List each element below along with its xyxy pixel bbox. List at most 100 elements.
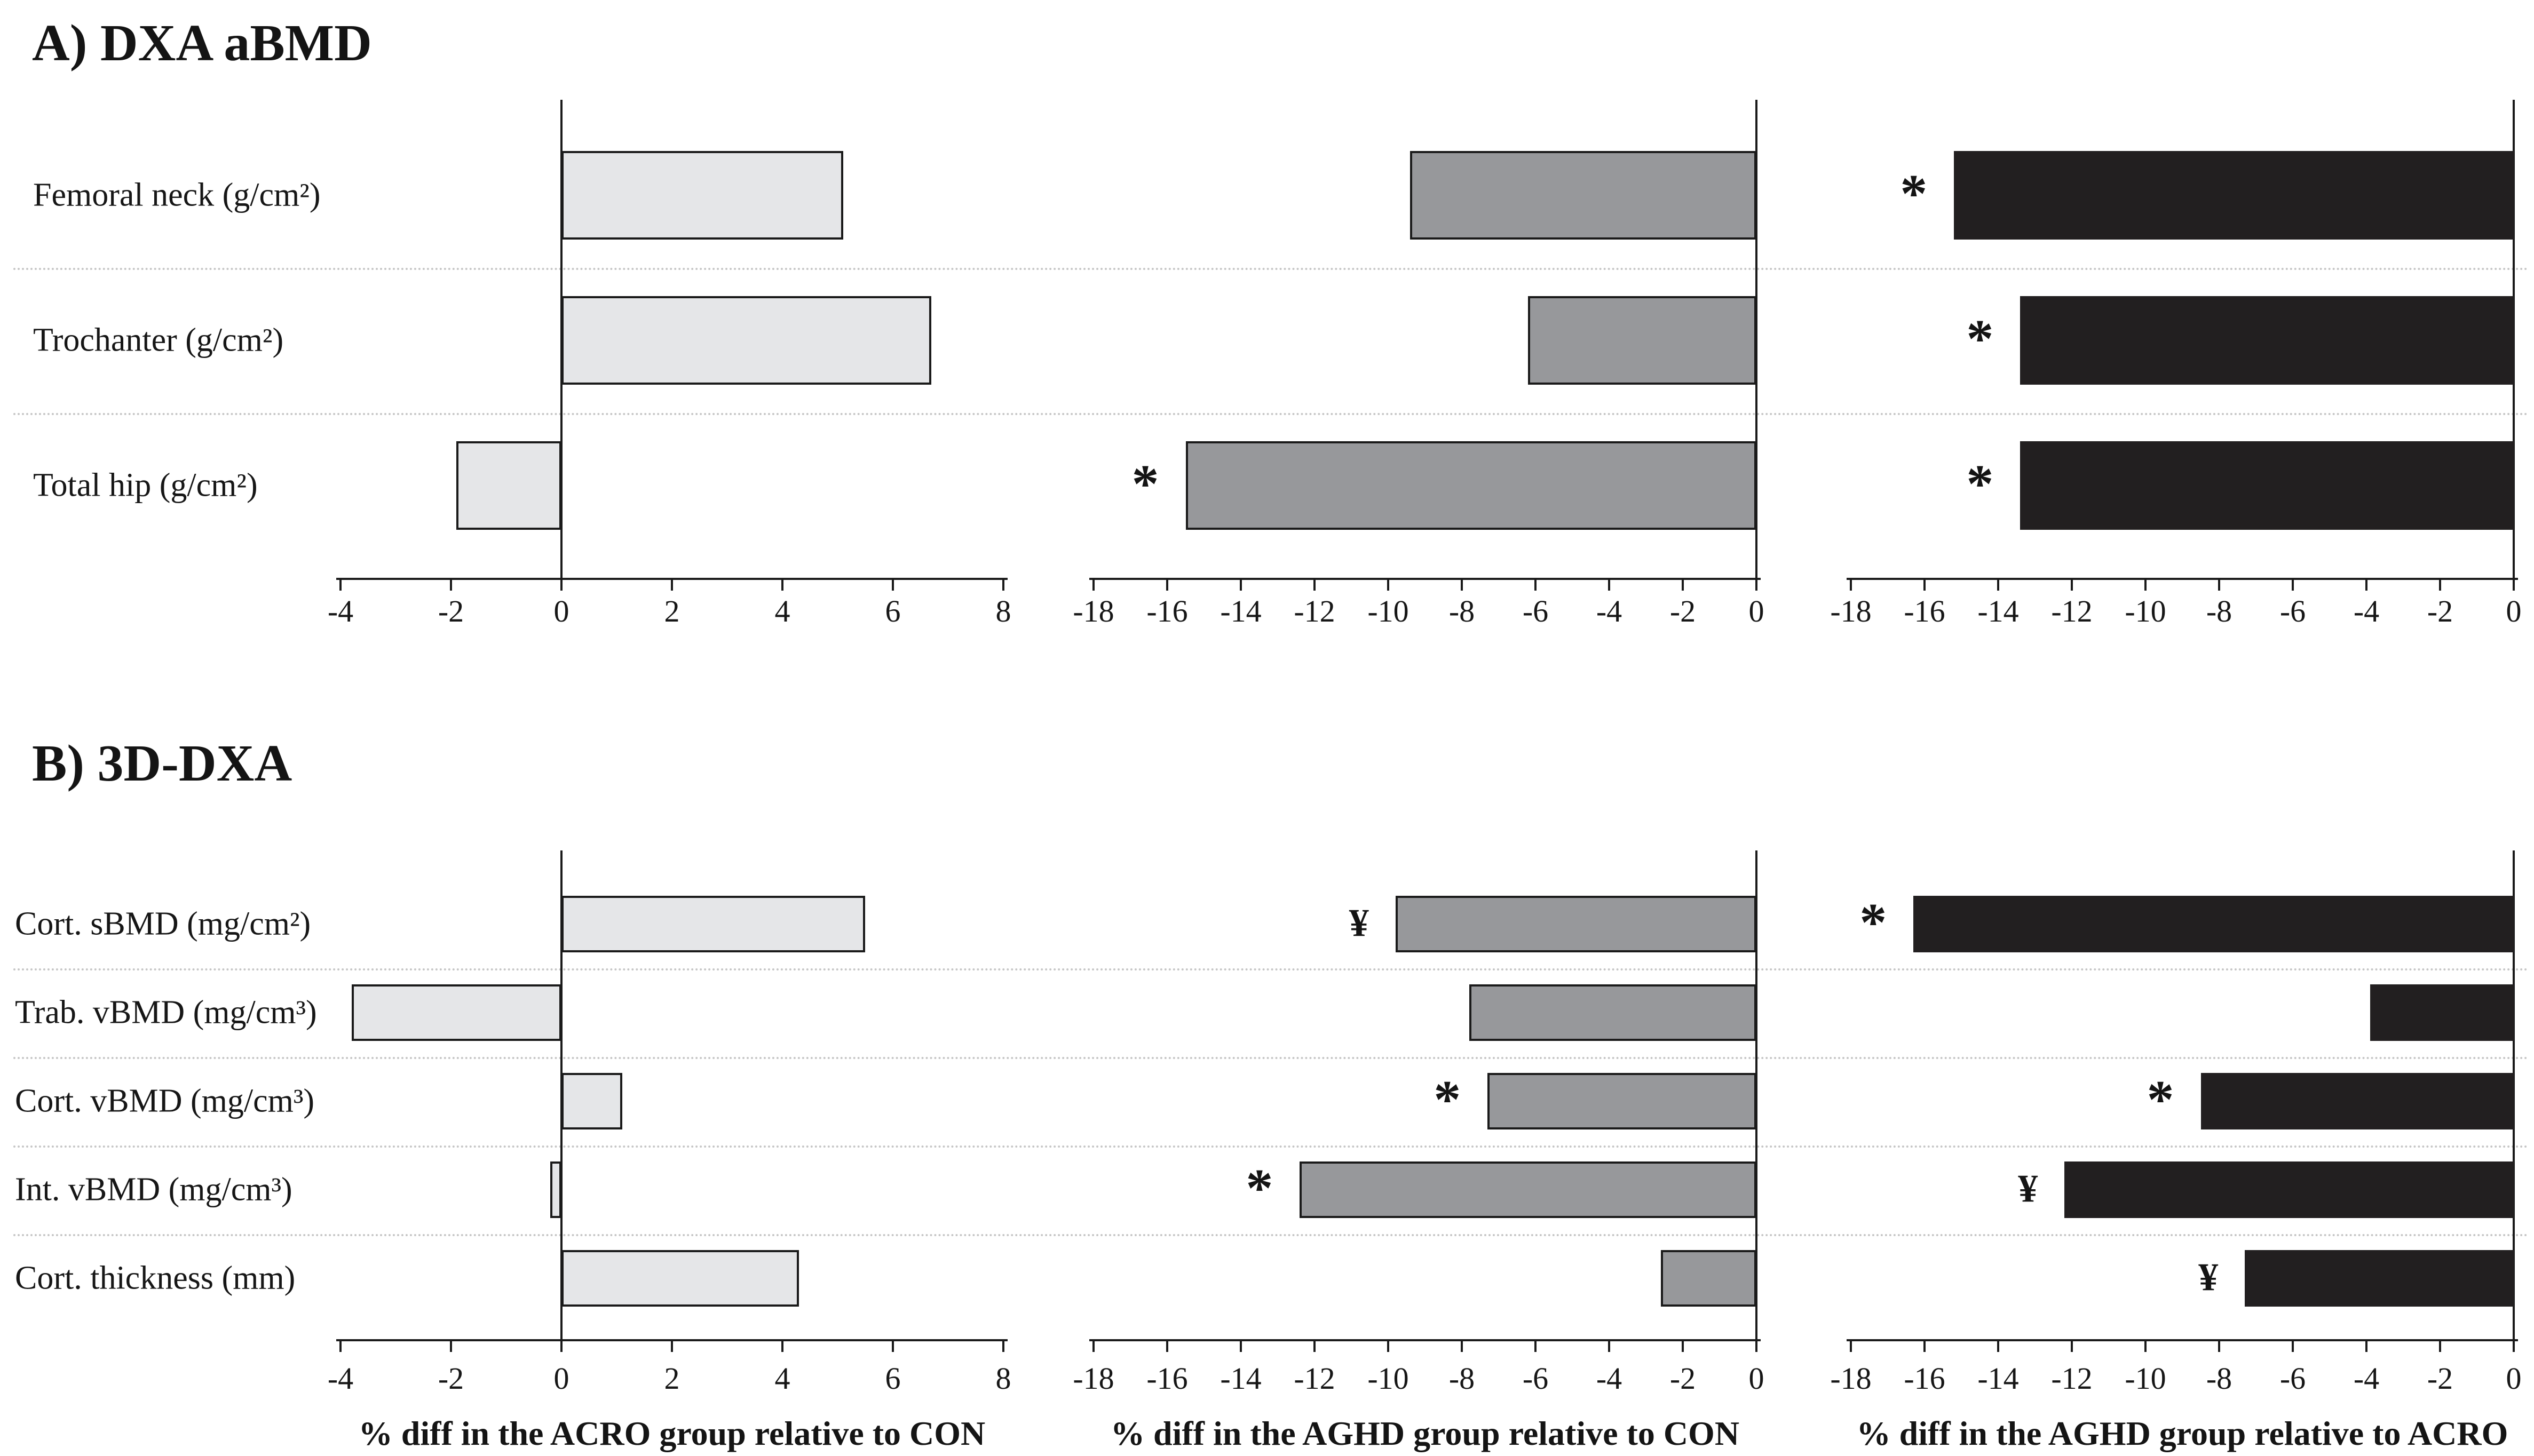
category-label: Femoral neck (g/cm²) <box>33 177 321 213</box>
axis-tick-label: -4 <box>1596 594 1622 628</box>
bar <box>2370 984 2514 1041</box>
significance-marker: ¥ <box>2018 1167 2038 1211</box>
bar <box>561 1250 799 1307</box>
bar <box>2020 441 2514 530</box>
significance-marker: * <box>1966 453 1994 514</box>
bar <box>1395 896 1756 952</box>
category-label: Total hip (g/cm²) <box>33 467 258 504</box>
axis-tick-mark <box>1166 579 1168 591</box>
x-axis-line <box>1847 578 2518 580</box>
axis-tick-mark <box>1461 579 1463 591</box>
zero-axis-line <box>1755 100 1757 579</box>
bar <box>456 441 561 530</box>
bar <box>1300 1161 1756 1218</box>
axis-tick-label: -12 <box>2051 1361 2093 1396</box>
row-separator-line <box>13 968 2530 970</box>
bar <box>561 896 866 952</box>
axis-tick-mark <box>2439 579 2441 591</box>
axis-tick-label: 8 <box>995 594 1011 628</box>
axis-tick-label: 0 <box>1748 594 1764 628</box>
bar <box>1954 151 2514 240</box>
axis-tick-mark <box>1002 1340 1004 1352</box>
axis-tick-label: 6 <box>885 1361 901 1396</box>
axis-tick-label: -16 <box>1146 1361 1188 1396</box>
category-label: Cort. vBMD (mg/cm³) <box>15 1083 315 1119</box>
axis-tick-label: -2 <box>1669 1361 1696 1396</box>
axis-tick-mark <box>1755 579 1757 591</box>
axis-tick-mark <box>339 579 342 591</box>
panel-b-title: B) 3D-DXA <box>32 735 292 792</box>
axis-tick-mark <box>2365 1340 2367 1352</box>
axis-tick-mark <box>1461 1340 1463 1352</box>
axis-tick-label: -4 <box>327 594 354 628</box>
axis-tick-mark <box>2071 1340 2073 1352</box>
axis-tick-label: -10 <box>1367 1361 1409 1396</box>
axis-tick-label: -16 <box>1146 594 1188 628</box>
axis-tick-mark <box>1682 1340 1684 1352</box>
bar <box>1185 441 1756 530</box>
row-separator-line <box>13 1234 2530 1236</box>
axis-tick-label: 0 <box>1748 1361 1764 1396</box>
axis-tick-label: -4 <box>327 1361 354 1396</box>
x-axis-title: % diff in the AGHD group relative to CON <box>1110 1414 1740 1452</box>
axis-tick-mark <box>1534 1340 1537 1352</box>
axis-tick-mark <box>2218 579 2220 591</box>
bar <box>1469 984 1756 1041</box>
axis-tick-mark <box>1923 579 1926 591</box>
category-label: Int. vBMD (mg/cm³) <box>15 1171 292 1208</box>
significance-marker: * <box>1131 453 1159 514</box>
axis-tick-mark <box>1002 579 1004 591</box>
axis-tick-mark <box>892 1340 894 1352</box>
axis-tick-label: -10 <box>2125 594 2166 628</box>
row-separator-line <box>13 1145 2530 1148</box>
axis-tick-label: -2 <box>438 594 464 628</box>
significance-marker: * <box>2147 1069 2174 1130</box>
axis-tick-mark <box>1997 579 1999 591</box>
category-label: Cort. thickness (mm) <box>15 1260 296 1296</box>
significance-marker: * <box>1966 308 1994 369</box>
axis-tick-label: -6 <box>1522 1361 1549 1396</box>
axis-tick-label: 0 <box>553 1361 569 1396</box>
axis-tick-mark <box>892 579 894 591</box>
axis-tick-label: -16 <box>1904 594 1945 628</box>
axis-tick-label: 8 <box>995 1361 1011 1396</box>
axis-tick-mark <box>2292 1340 2294 1352</box>
axis-tick-label: -12 <box>1294 594 1335 628</box>
axis-tick-mark <box>339 1340 342 1352</box>
bar <box>1913 896 2514 952</box>
bar <box>351 984 561 1041</box>
x-axis-line <box>1089 1339 1761 1341</box>
significance-marker: * <box>1859 892 1887 953</box>
axis-tick-label: 6 <box>885 594 901 628</box>
axis-tick-label: -2 <box>2427 1361 2453 1396</box>
axis-tick-label: -18 <box>1830 1361 1872 1396</box>
axis-tick-mark <box>1850 579 1852 591</box>
category-label: Trochanter (g/cm²) <box>33 322 284 359</box>
axis-tick-mark <box>2218 1340 2220 1352</box>
zero-axis-line <box>2513 850 2515 1340</box>
bar <box>1487 1073 1756 1129</box>
axis-tick-label: -4 <box>1596 1361 1622 1396</box>
axis-tick-mark <box>560 579 563 591</box>
bar <box>550 1161 561 1218</box>
axis-tick-mark <box>781 579 783 591</box>
axis-tick-label: 2 <box>664 594 680 628</box>
axis-tick-label: -14 <box>1977 594 2019 628</box>
bar <box>1528 296 1756 385</box>
axis-tick-mark <box>1092 1340 1095 1352</box>
axis-tick-label: -14 <box>1220 1361 1262 1396</box>
significance-marker: ¥ <box>1349 901 1369 945</box>
axis-tick-mark <box>1313 1340 1316 1352</box>
bar <box>1410 151 1756 240</box>
axis-tick-label: 4 <box>774 594 790 628</box>
x-axis-line <box>1847 1339 2518 1341</box>
bar <box>2245 1250 2514 1307</box>
axis-tick-label: -4 <box>2353 594 2380 628</box>
axis-tick-label: -10 <box>1367 594 1409 628</box>
significance-marker: * <box>1434 1069 1461 1130</box>
axis-tick-mark <box>1608 579 1610 591</box>
axis-tick-label: -16 <box>1904 1361 1945 1396</box>
axis-tick-label: -8 <box>1448 1361 1475 1396</box>
axis-tick-label: -6 <box>1522 594 1549 628</box>
zero-axis-line <box>2513 100 2515 579</box>
